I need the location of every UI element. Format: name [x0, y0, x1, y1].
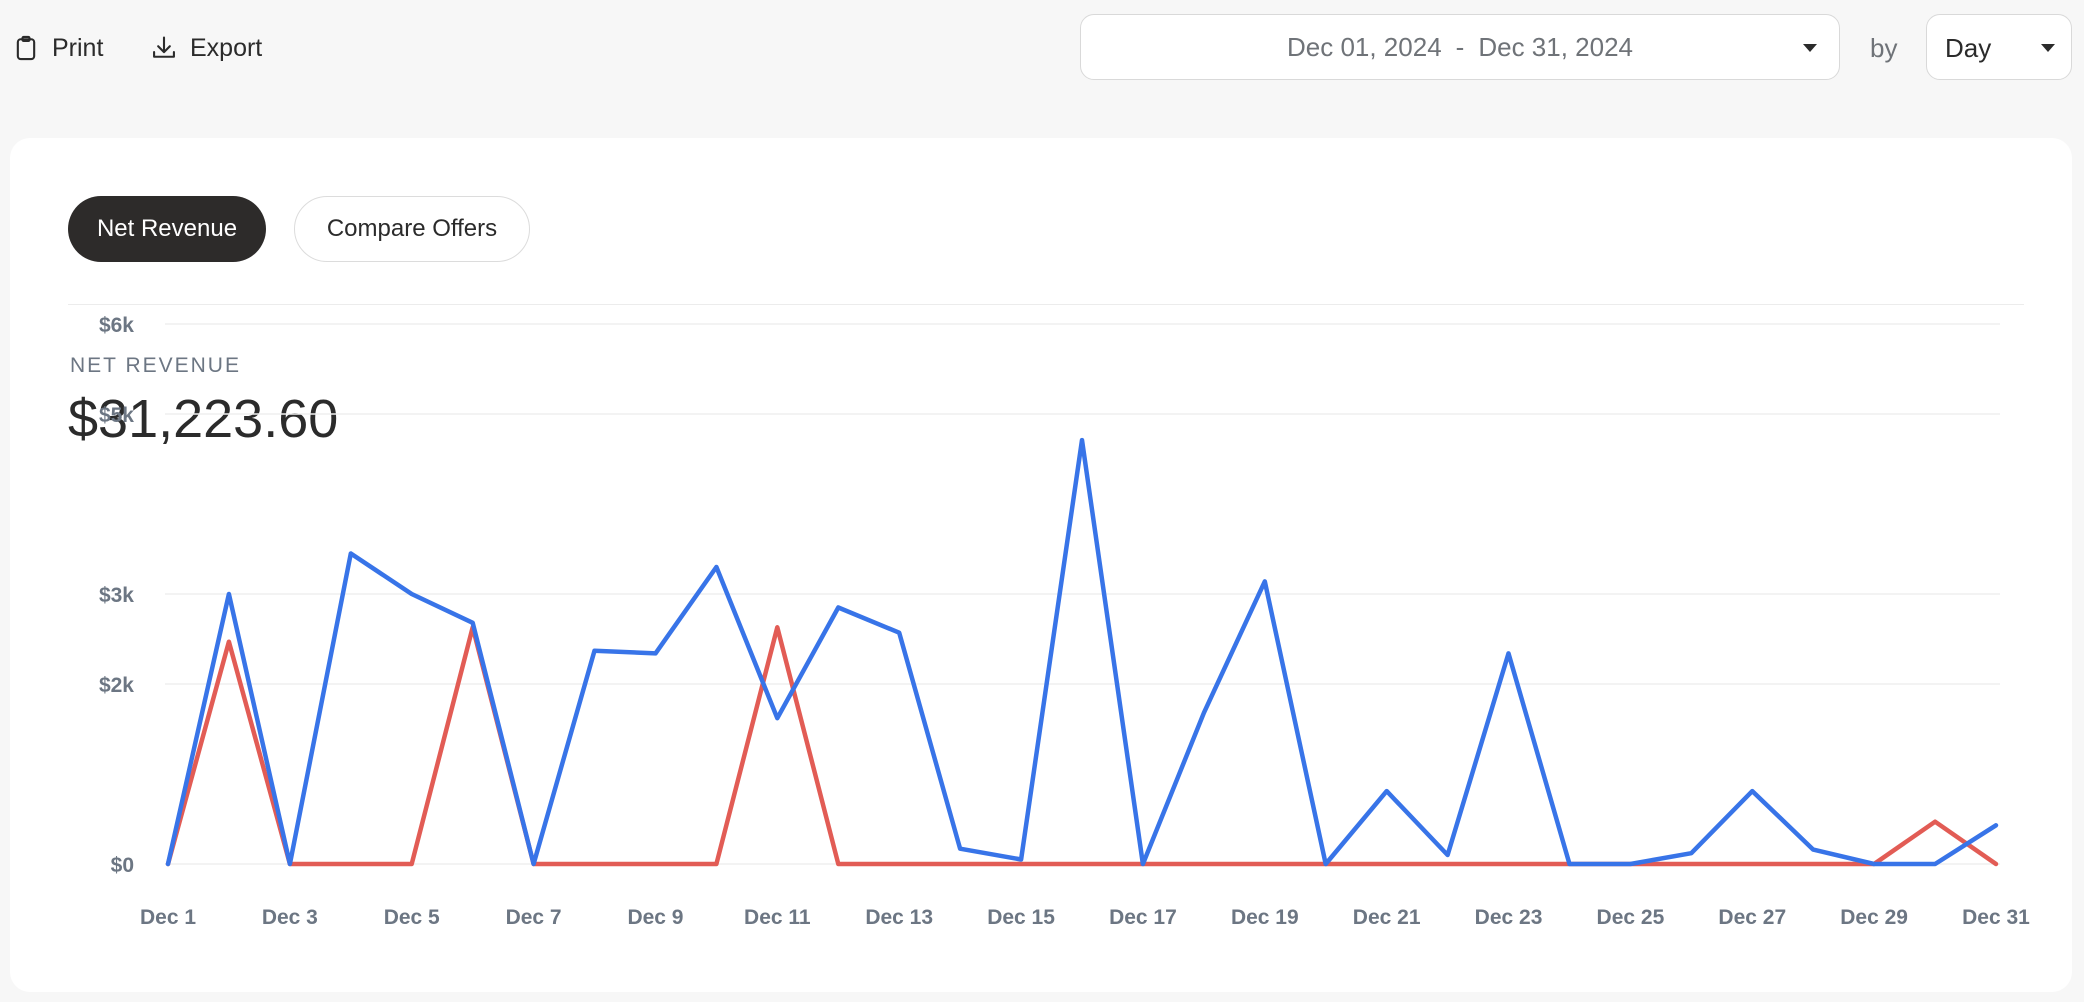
x-tick-label: Dec 9: [627, 906, 683, 929]
y-tick-label: $3k: [99, 584, 134, 607]
x-tick-label: Dec 13: [865, 906, 933, 929]
revenue-card: Net Revenue Compare Offers NET REVENUE $…: [10, 138, 2072, 992]
period-select-value: Day: [1945, 33, 1992, 63]
x-tick-label: Dec 25: [1597, 906, 1665, 929]
metric-value: $31,223.60: [68, 389, 339, 449]
y-tick-label: $6k: [99, 314, 134, 337]
series-2-line: [165, 625, 1999, 867]
print-button[interactable]: Print: [12, 24, 103, 72]
x-tick-label: Dec 11: [744, 906, 811, 929]
x-tick-label: Dec 5: [384, 906, 440, 929]
x-tick-label: Dec 27: [1718, 906, 1786, 929]
date-range-separator: -: [1455, 31, 1465, 62]
x-tick-label: Dec 23: [1475, 906, 1543, 929]
date-range-start: Dec 01, 2024: [1286, 31, 1442, 62]
caret-down-icon: [2041, 44, 2055, 52]
toolbar: Print Export Dec 01, 2024 - Dec 31, 2024…: [0, 0, 2084, 100]
x-tick-label: Dec 7: [506, 906, 562, 929]
by-label: by: [1870, 33, 1898, 63]
x-tick-label: Dec 19: [1231, 906, 1299, 929]
date-range-end: Dec 31, 2024: [1478, 31, 1633, 62]
x-tick-label: Dec 21: [1353, 906, 1421, 929]
x-tick-label: Dec 31: [1962, 906, 2030, 929]
revenue-line-chart: $0 $2k $3k $5k $6k Dec 1 Dec 3 Dec 5 Dec 7 Dec 9 D…: [99, 314, 2030, 929]
period-select[interactable]: Day: [1926, 14, 2072, 80]
x-tick-label: Dec 29: [1840, 906, 1908, 929]
print-label: Print: [52, 33, 104, 62]
y-tick-label: $2k: [99, 674, 134, 697]
download-icon: [153, 36, 175, 58]
export-label: Export: [190, 33, 263, 62]
export-button[interactable]: Export: [150, 24, 262, 72]
series-1-line: [165, 437, 1999, 867]
tab-net-revenue[interactable]: Net Revenue: [68, 196, 266, 262]
metric-label: NET REVENUE: [70, 354, 241, 377]
y-tick-label: $0: [111, 854, 134, 877]
x-tick-label: Dec 15: [987, 906, 1055, 929]
clipboard-icon: [16, 35, 36, 61]
divider: [68, 304, 2024, 305]
caret-down-icon: [1803, 44, 1817, 52]
tab-compare-offers[interactable]: Compare Offers: [294, 196, 530, 262]
x-tick-label: Dec 3: [262, 906, 318, 929]
date-range-picker[interactable]: Dec 01, 2024 - Dec 31, 2024: [1080, 14, 1840, 80]
x-tick-label: Dec 17: [1109, 906, 1177, 929]
y-tick-label: $5k: [99, 404, 134, 427]
x-tick-label: Dec 1: [140, 906, 196, 929]
